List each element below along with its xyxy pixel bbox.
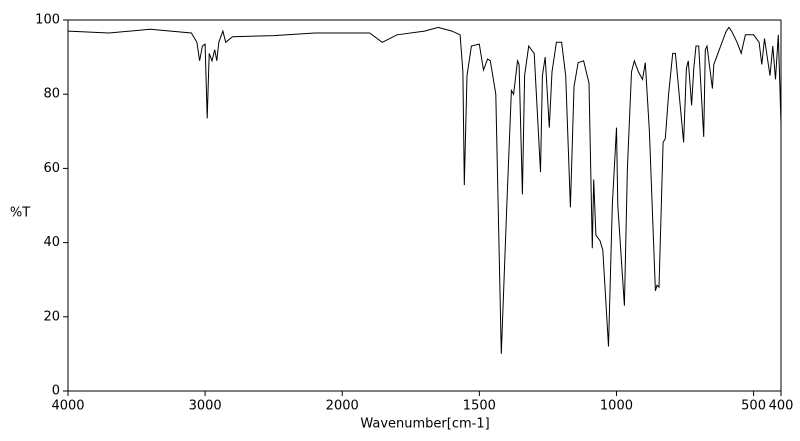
x-tick-label: 500 bbox=[741, 399, 766, 414]
y-tick-label: 100 bbox=[35, 13, 60, 28]
x-tick-label: 1500 bbox=[463, 399, 496, 414]
x-tick-label: 3000 bbox=[189, 399, 222, 414]
x-tick-label: 1000 bbox=[600, 399, 633, 414]
y-tick-label: 60 bbox=[43, 161, 60, 176]
x-tick-label: 2000 bbox=[326, 399, 359, 414]
y-tick-label: 40 bbox=[43, 235, 60, 250]
y-tick-label: 80 bbox=[43, 87, 60, 102]
y-axis-label: %T bbox=[10, 206, 30, 221]
x-axis-label: Wavenumber[cm-1] bbox=[360, 417, 489, 432]
x-tick-label: 400 bbox=[769, 399, 794, 414]
spectrum-line bbox=[67, 26, 782, 354]
y-tick-label: 0 bbox=[52, 384, 60, 399]
x-tick-label: 4000 bbox=[51, 399, 84, 414]
y-tick-label: 20 bbox=[43, 309, 60, 324]
